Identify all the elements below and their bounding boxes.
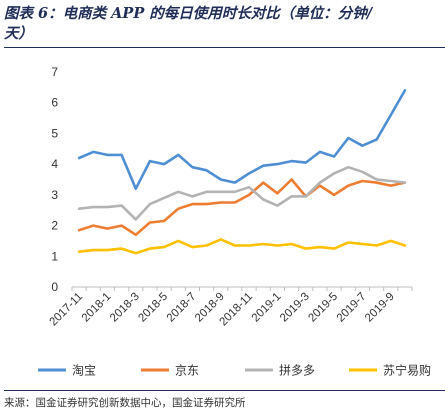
series-line-pdd	[77, 165, 407, 221]
x-tick-label: 2019-5	[306, 291, 340, 325]
series-line-taobao	[77, 89, 407, 190]
y-tick-label: 2	[51, 219, 58, 233]
chart-legend: 淘宝 京东 拼多多 苏宁易购	[38, 363, 431, 378]
x-tick-label: 2019-3	[278, 291, 312, 325]
chart-title-line2: 天）	[4, 25, 33, 42]
x-tick-label: 2019-9	[363, 291, 397, 325]
x-tick-label: 2019-7	[335, 291, 369, 325]
series-line-suning	[77, 238, 407, 255]
chart-series	[77, 89, 407, 255]
y-tick-label: 1	[51, 249, 58, 263]
x-tick-label: 2018-1	[80, 291, 114, 325]
chart-title: 图表 6：电商类 APP 的每日使用时长对比（单位：分钟/ 天）	[4, 4, 441, 44]
chart-title-line1: 图表 6：电商类 APP 的每日使用时长对比（单位：分钟/	[4, 5, 373, 22]
x-tick-label: 2018-3	[108, 291, 142, 325]
legend-label-suning: 苏宁易购	[383, 363, 431, 378]
y-tick-label: 7	[51, 65, 58, 79]
y-tick-label: 3	[51, 188, 58, 202]
legend-label-pdd: 拼多多	[279, 364, 315, 378]
title-divider	[4, 47, 445, 48]
x-tick-label: 2018-7	[165, 291, 199, 325]
y-tick-label: 4	[51, 157, 58, 171]
y-tick-label: 5	[51, 126, 58, 140]
legend-label-jd: 京东	[175, 364, 199, 378]
x-tick-label: 2017-11	[47, 291, 85, 329]
x-tick-label: 2018-5	[136, 291, 170, 325]
series-line-jd	[77, 178, 407, 237]
x-tick-label: 2019-1	[250, 291, 284, 325]
y-tick-label: 0	[51, 280, 58, 294]
y-tick-label: 6	[51, 96, 58, 110]
source-note: 来源：国金证券研究创新数据中心，国金证券研究所	[4, 397, 246, 409]
source-divider	[4, 390, 445, 391]
legend-label-taobao: 淘宝	[72, 364, 96, 378]
